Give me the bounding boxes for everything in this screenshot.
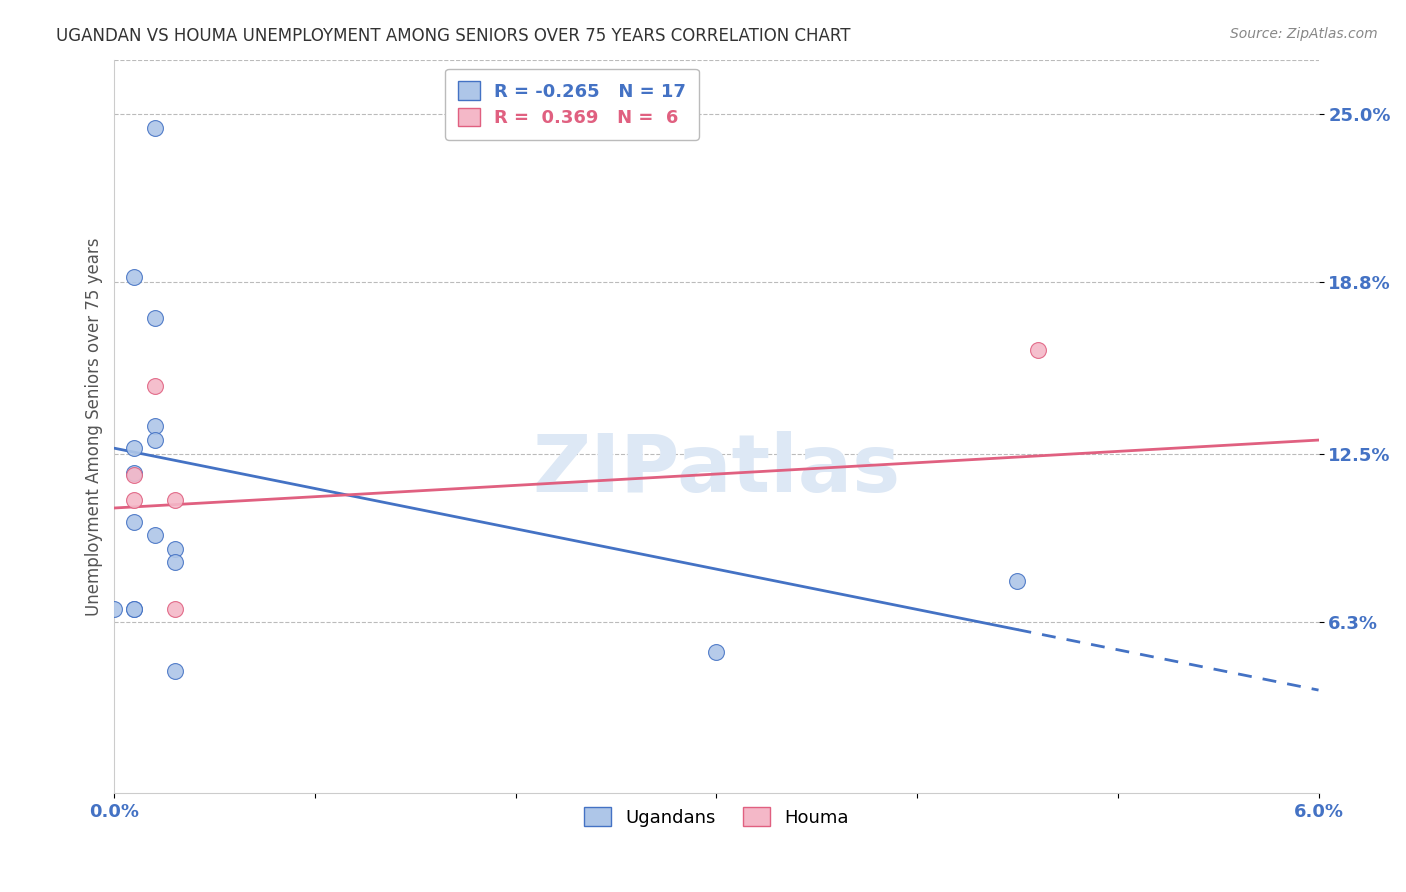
Point (124, 270, 146, 285)
Point (143, 120, 166, 135)
Point (143, 528, 166, 542)
Text: ZIPatlas: ZIPatlas (533, 432, 901, 509)
Legend: Ugandans, Houma: Ugandans, Houma (575, 798, 858, 836)
Point (124, 466, 146, 480)
Point (1026, 343, 1049, 358)
Point (163, 664, 186, 678)
Point (124, 601, 146, 615)
Point (163, 492, 186, 507)
Y-axis label: Unemployment Among Seniors over 75 years: Unemployment Among Seniors over 75 years (86, 237, 103, 615)
Point (143, 419, 166, 434)
Point (124, 601, 146, 615)
Point (143, 378, 166, 392)
Point (124, 441, 146, 455)
Text: UGANDAN VS HOUMA UNEMPLOYMENT AMONG SENIORS OVER 75 YEARS CORRELATION CHART: UGANDAN VS HOUMA UNEMPLOYMENT AMONG SENI… (56, 27, 851, 45)
Point (706, 645, 728, 659)
Point (124, 492, 146, 507)
Text: Source: ZipAtlas.com: Source: ZipAtlas.com (1230, 27, 1378, 41)
Point (124, 515, 146, 529)
Point (163, 541, 186, 556)
Point (1007, 574, 1029, 589)
Point (143, 310, 166, 325)
Point (143, 433, 166, 447)
Point (103, 601, 125, 615)
Point (163, 601, 186, 615)
Point (124, 468, 146, 483)
Point (163, 555, 186, 569)
